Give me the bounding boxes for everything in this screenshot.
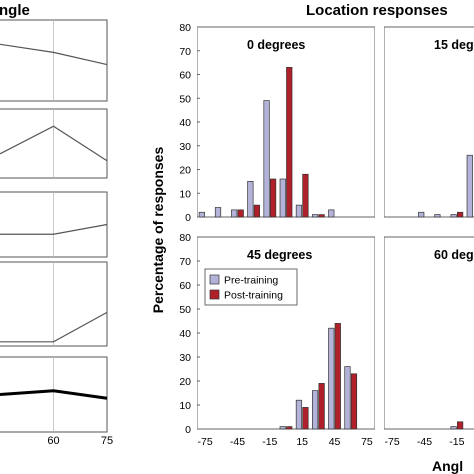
- panel-title: 45 degrees: [247, 248, 312, 262]
- y-tick-label: 20: [179, 376, 191, 388]
- bar-post-training: [302, 407, 309, 430]
- line-panel-frame: [0, 19, 108, 102]
- y-tick-label: 40: [179, 328, 191, 340]
- line-panel-series: [0, 311, 108, 343]
- bar-post-training: [286, 67, 293, 218]
- bar-post-training: [318, 214, 325, 218]
- line-panel-series: [0, 125, 108, 162]
- y-tick-label: 10: [179, 188, 191, 200]
- x-tick-label: -15: [449, 436, 464, 448]
- x-axis-label: Angl: [432, 458, 463, 474]
- y-tick-label: 30: [179, 141, 191, 153]
- bar-panel: 60 degrees -75 -45 -15: [384, 236, 474, 448]
- bar-panel: 15 degrees: [384, 26, 474, 218]
- x-tick-label: 45: [329, 436, 341, 448]
- x-tick-label: -75: [197, 436, 212, 448]
- bar-pre-training: [198, 211, 205, 218]
- bar-pre-training: [312, 214, 319, 218]
- left-x-tick-label: 75: [101, 435, 113, 447]
- bar-pre-training: [418, 211, 425, 218]
- bar-post-training: [334, 323, 341, 430]
- y-tick-label: 20: [179, 165, 191, 177]
- y-tick-label: 50: [179, 93, 191, 105]
- bar-post-training: [237, 209, 244, 218]
- bar-pre-training: [263, 100, 270, 218]
- x-tick-label: 15: [296, 436, 308, 448]
- bar-panel: 45 degrees 0 10 20 30 40 50 60 70 80 -75 -45 -15 15 45…: [179, 232, 375, 448]
- bar-panel-frame: [384, 26, 474, 218]
- line-panel-series: [0, 223, 108, 235]
- panel-title: 15 degrees: [434, 38, 474, 52]
- line-panel-series: [0, 43, 108, 66]
- bar-pre-training: [312, 390, 319, 430]
- x-tick-label: 75: [361, 436, 373, 448]
- legend-box: [204, 268, 298, 306]
- bar-pre-training: [279, 178, 286, 218]
- line-panel-series: [0, 389, 108, 400]
- line-panel-frame: [0, 261, 108, 347]
- bar-panel-content: 15 degrees: [384, 26, 474, 218]
- bar-pre-training: [328, 209, 335, 218]
- bar-panel-frame: [197, 26, 375, 218]
- bar-post-training: [286, 426, 293, 430]
- x-tick-label: -15: [262, 436, 277, 448]
- bar-panel: 0 degrees 0 10 20 30 40 50 60 70 80: [179, 22, 375, 224]
- legend: Pre-training Post-training: [204, 268, 298, 306]
- x-tick-label: -75: [385, 436, 400, 448]
- bar-post-training: [457, 421, 464, 430]
- bar-pre-training: [434, 214, 441, 218]
- y-tick-label: 10: [179, 400, 191, 412]
- bar-post-training: [457, 211, 464, 218]
- y-tick-label: 80: [179, 232, 191, 244]
- left-x-tick-label: 60: [47, 435, 59, 447]
- bar-pre-training: [295, 204, 303, 218]
- bar-post-training: [302, 173, 309, 218]
- legend-label: Pre-training: [224, 275, 278, 287]
- y-tick-label: 0: [185, 424, 191, 436]
- bar-pre-training: [279, 426, 286, 430]
- x-tick-label: -45: [230, 436, 245, 448]
- y-tick-label: 70: [179, 46, 191, 58]
- y-axis-label: Percentage of responses: [150, 147, 166, 314]
- legend-swatch-pre: [209, 274, 220, 285]
- y-tick-label: 0: [185, 212, 191, 224]
- main-title: Location responses: [306, 2, 448, 19]
- bar-panel-frame: [384, 236, 474, 430]
- bar-panel-content: 0 degrees: [197, 26, 375, 218]
- bar-panels: 0 degrees 0 10 20 30 40 50 60 70 80 15 degrees 45 d…: [179, 22, 474, 448]
- bar-panel-content: 45 degrees: [197, 236, 375, 430]
- x-tick-label: -45: [417, 436, 432, 448]
- y-tick-label: 80: [179, 22, 191, 34]
- left-line-panels: 60 75: [0, 19, 113, 447]
- line-panel-frame: [0, 356, 108, 433]
- panel-title: 0 degrees: [247, 38, 305, 52]
- bar-pre-training: [466, 154, 473, 218]
- bar-pre-training: [214, 207, 222, 218]
- bar-pre-training: [344, 366, 351, 430]
- bar-pre-training: [328, 327, 335, 430]
- bar-pre-training: [295, 399, 303, 430]
- legend-swatch-post: [209, 289, 220, 300]
- bar-pre-training: [450, 426, 457, 430]
- y-tick-label: 40: [179, 117, 191, 129]
- bar-post-training: [253, 204, 260, 218]
- legend-label: Post-training: [224, 290, 283, 302]
- y-tick-label: 70: [179, 256, 191, 268]
- bar-pre-training: [247, 181, 254, 218]
- left-panel-title: ngle: [0, 2, 30, 19]
- bar-pre-training: [231, 209, 238, 218]
- y-tick-label: 60: [179, 70, 191, 82]
- y-tick-label: 60: [179, 280, 191, 292]
- panel-title: 60 degrees: [434, 248, 474, 262]
- y-tick-label: 50: [179, 304, 191, 316]
- bar-post-training: [269, 178, 277, 218]
- line-panel-frame: [0, 108, 108, 179]
- y-tick-label: 30: [179, 352, 191, 364]
- bar-panel-content: 60 degrees: [384, 236, 474, 430]
- bar-post-training: [318, 383, 325, 430]
- bar-pre-training: [450, 214, 457, 218]
- bar-post-training: [350, 373, 358, 430]
